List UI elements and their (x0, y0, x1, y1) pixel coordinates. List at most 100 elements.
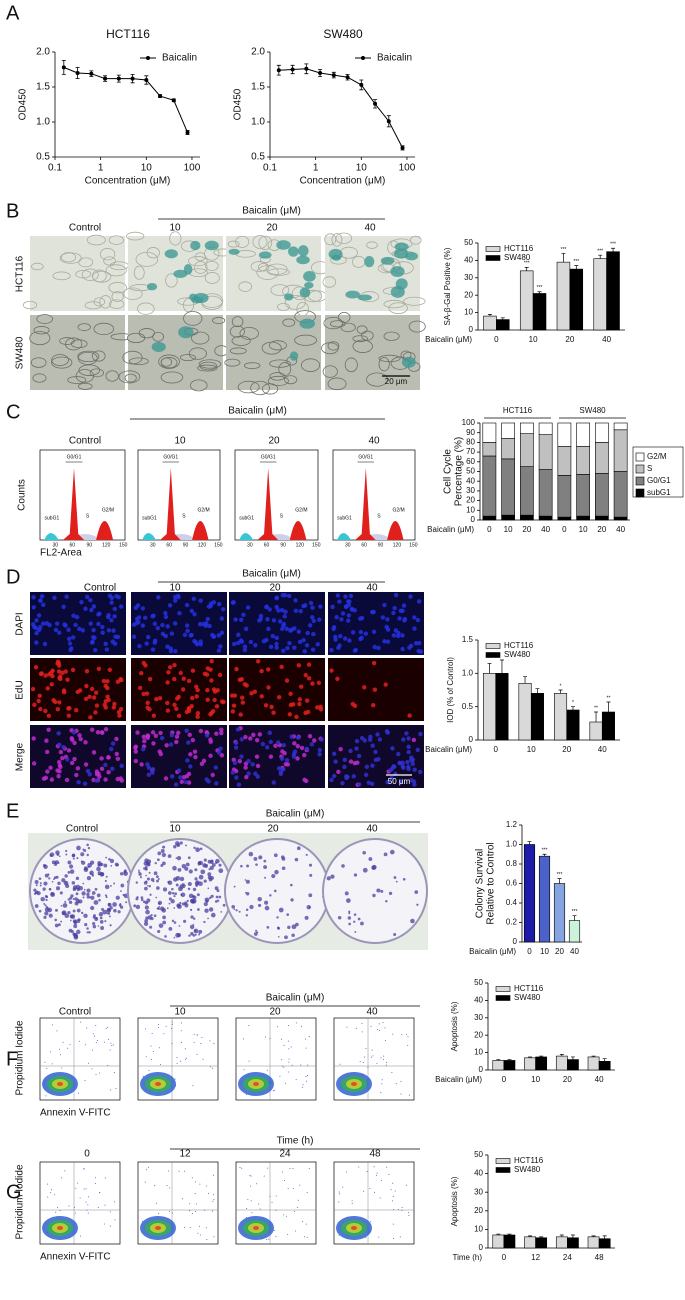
nucleus (208, 737, 213, 742)
cell (352, 335, 368, 343)
stained-cell (304, 281, 314, 289)
cell (59, 337, 75, 345)
legend-swatch (635, 464, 645, 474)
g2m-peak (387, 521, 404, 540)
event (363, 1190, 365, 1192)
legend-label: S (647, 464, 652, 473)
colony (86, 931, 89, 934)
nucleus (53, 627, 59, 633)
point (130, 76, 135, 81)
event (176, 1062, 178, 1064)
event (47, 1183, 49, 1185)
nucleus (163, 614, 169, 620)
nucleus (370, 763, 375, 768)
colony (68, 928, 73, 933)
event (273, 1089, 275, 1091)
event (196, 1034, 198, 1036)
y-tick-label: 50 (474, 1150, 483, 1159)
event (380, 1179, 382, 1181)
nucleus (299, 684, 304, 689)
nucleus (296, 663, 302, 668)
colony (291, 924, 297, 930)
nucleus (169, 733, 175, 738)
nucleus (306, 676, 312, 681)
nucleus (67, 641, 73, 646)
cell (269, 359, 291, 368)
nucleus (362, 685, 367, 690)
colony (159, 906, 165, 911)
colony (82, 848, 85, 851)
nucleus (385, 780, 390, 785)
event (392, 1182, 394, 1184)
colony (67, 860, 72, 865)
legend-label: Baicalin (377, 53, 412, 64)
event (99, 1072, 101, 1074)
nucleus (188, 764, 193, 769)
nucleus (279, 756, 285, 761)
bar-segment (595, 422, 609, 443)
nucleus (116, 594, 121, 600)
nucleus (83, 762, 89, 767)
legend-swatch (495, 995, 511, 1001)
event (146, 1169, 148, 1171)
bar (496, 319, 510, 331)
event (145, 1028, 147, 1030)
nucleus (295, 756, 300, 761)
y-tick-label: 50 (464, 238, 473, 247)
nucleus (398, 779, 404, 784)
nucleus (166, 670, 171, 675)
nucleus (194, 642, 200, 647)
y-axis-label: Percentage (%) (454, 437, 465, 506)
histogram-tick: 30 (150, 542, 156, 548)
colony (112, 902, 117, 907)
event (103, 1223, 105, 1225)
column-label: Control (69, 436, 101, 447)
event (169, 1187, 171, 1189)
event (258, 1203, 260, 1205)
peak-label: subG1 (142, 515, 157, 521)
colony (74, 897, 78, 901)
nucleus (400, 763, 405, 769)
stained-cell (299, 287, 311, 298)
event (83, 1167, 85, 1169)
event (61, 1067, 63, 1069)
nucleus (83, 606, 88, 611)
nucleus (58, 676, 63, 682)
nucleus (151, 613, 156, 618)
nucleus (299, 745, 305, 751)
nucleus (151, 713, 157, 718)
colony (72, 898, 75, 900)
nucleus (167, 665, 173, 670)
event (144, 1181, 146, 1183)
colony (179, 901, 182, 905)
colony (348, 910, 351, 913)
nucleus (192, 612, 197, 617)
point (318, 71, 323, 75)
nucleus (253, 771, 258, 776)
nucleus (173, 782, 179, 787)
nucleus (38, 671, 44, 677)
nucleus (217, 672, 223, 678)
cell (128, 357, 149, 366)
colony (149, 925, 153, 929)
event (213, 1199, 215, 1201)
nucleus (311, 618, 317, 624)
nucleus (342, 757, 348, 762)
y-tick-label: 2.0 (251, 47, 265, 58)
colony (210, 912, 216, 918)
y-tick-label: 100 (462, 418, 476, 427)
nucleus (66, 636, 72, 641)
event (94, 1035, 96, 1037)
event (206, 1185, 208, 1187)
nucleus (293, 598, 298, 603)
cell (327, 341, 340, 351)
legend-label: HCT116 (504, 244, 534, 253)
nucleus (49, 682, 54, 687)
nucleus (91, 604, 97, 609)
cell (352, 339, 373, 353)
event (199, 1234, 201, 1236)
event (287, 1188, 289, 1190)
cell (388, 302, 408, 314)
nucleus (333, 759, 338, 764)
nucleus (240, 700, 246, 705)
